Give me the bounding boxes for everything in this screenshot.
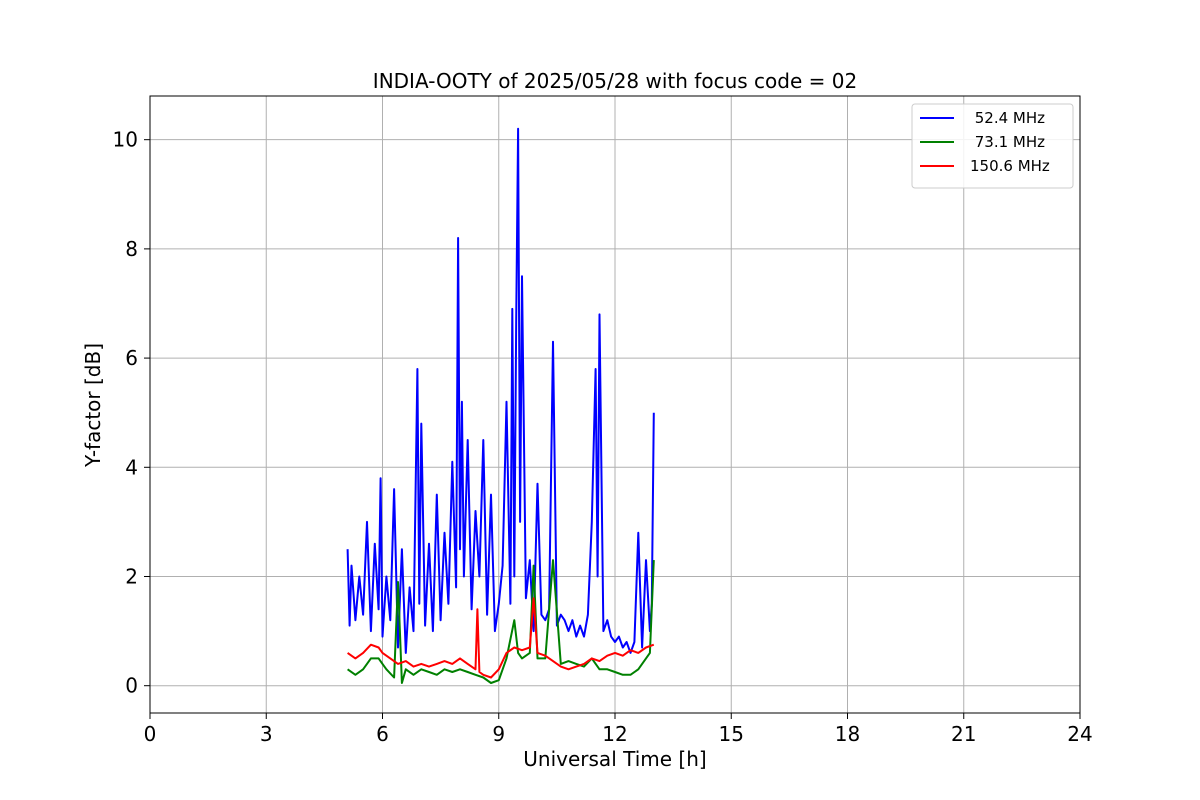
x-tick-label: 3	[260, 722, 273, 746]
y-tick-label: 10	[113, 128, 138, 152]
x-tick-label: 18	[835, 722, 860, 746]
x-axis-title: Universal Time [h]	[523, 747, 706, 771]
series-layer	[346, 127, 655, 684]
x-tick-label: 0	[144, 722, 157, 746]
y-tick-label: 0	[125, 674, 138, 698]
y-axis-title: Y-factor [dB]	[81, 343, 105, 468]
chart-title: INDIA-OOTY of 2025/05/28 with focus code…	[373, 69, 857, 93]
legend-label: 52.4 MHz	[970, 109, 1045, 127]
y-tick-label: 4	[125, 455, 138, 479]
series-line-1	[347, 559, 655, 684]
y-tick-label: 2	[125, 564, 138, 588]
x-tick-label: 21	[951, 722, 976, 746]
y-tick-label: 6	[125, 346, 138, 370]
legend: 52.4 MHz 73.1 MHz 150.6 MHz	[911, 103, 1074, 189]
x-tick-label: 15	[719, 722, 744, 746]
legend-label: 73.1 MHz	[970, 133, 1045, 151]
y-tick-label: 8	[125, 237, 138, 261]
x-tick-label: 6	[376, 722, 389, 746]
x-tick-label: 24	[1067, 722, 1092, 746]
legend-label: 150.6 MHz	[970, 157, 1050, 175]
x-tick-label: 9	[492, 722, 505, 746]
x-tick-label: 12	[602, 722, 627, 746]
series-line-2	[347, 597, 655, 679]
